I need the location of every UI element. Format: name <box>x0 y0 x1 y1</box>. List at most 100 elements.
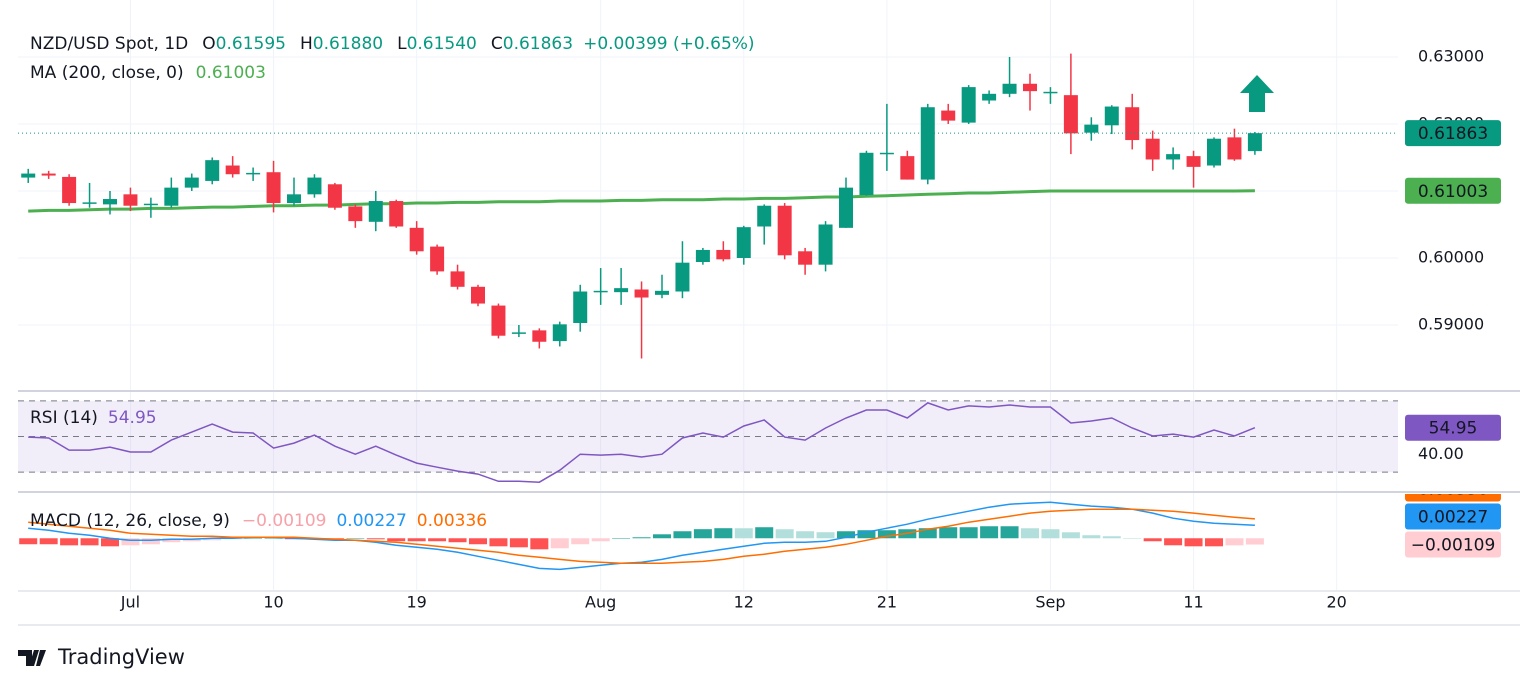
plot <box>18 53 1398 571</box>
candle-body <box>941 110 956 121</box>
ohlc-value: 0.61880 <box>313 34 383 54</box>
histogram-bar <box>80 538 99 546</box>
histogram-bar <box>489 538 508 547</box>
histogram-bar <box>1102 536 1121 539</box>
histogram-bar <box>939 527 958 539</box>
histogram-badge-bg <box>1405 531 1501 558</box>
histogram-bar <box>1164 538 1183 546</box>
histogram-bar <box>877 530 896 539</box>
macd-badge-bg <box>1405 503 1501 530</box>
histogram-bar <box>428 538 447 542</box>
ohlc-key: C <box>491 34 503 54</box>
histogram-bar <box>346 538 365 539</box>
logo-mark <box>18 650 46 666</box>
x-tick-label: Jul <box>120 593 140 612</box>
ohlc-value: 0.61595 <box>216 34 286 54</box>
brand-name: TradingView <box>57 645 185 669</box>
x-tick-label: Aug <box>585 593 616 612</box>
candle-body <box>1145 138 1160 160</box>
macd-line <box>28 501 1255 571</box>
price-change: +0.00399 (+0.65%) <box>583 34 754 54</box>
x-tick-label: Sep <box>1035 593 1065 612</box>
candle-body <box>593 290 608 293</box>
histogram-bar <box>530 538 549 550</box>
histogram-bar <box>1245 538 1264 545</box>
histogram-bar <box>244 538 263 539</box>
rsi-tick-label: 40.00 <box>1418 444 1464 463</box>
candle-body <box>266 172 281 204</box>
symbol-title: NZD/USD Spot, 1D <box>30 34 188 54</box>
histogram-bar <box>1041 529 1060 539</box>
candle-body <box>184 177 199 188</box>
candle-body <box>307 177 322 195</box>
ohlc-value: 0.61863 <box>503 34 573 54</box>
candle-body <box>164 187 179 206</box>
overlay: Jul 10 19 Aug 12 21 Sep 11 20 0.59000 0.60000 0.610… <box>30 34 1501 612</box>
x-tick-label: 10 <box>263 593 283 612</box>
rsi-value: 54.95 <box>108 408 157 428</box>
histogram-bar <box>714 528 733 539</box>
last-price-badge: 0.61863 <box>1418 124 1488 144</box>
histogram-bar <box>632 537 651 539</box>
histogram-bar <box>1225 538 1244 546</box>
ma-legend: MA (200, close, 0) 0.61003 <box>30 63 266 83</box>
candle-body <box>777 205 792 256</box>
y-tick-label: 0.63000 <box>1418 46 1484 65</box>
candle-body <box>716 249 731 260</box>
histogram-bar <box>550 538 569 549</box>
rsi-line <box>28 402 1256 483</box>
macd-value: 0.00227 <box>336 511 406 531</box>
ma-value: 0.61003 <box>196 63 266 83</box>
histogram-bar <box>693 529 712 539</box>
histogram-bar <box>509 538 528 548</box>
grid <box>18 0 1398 590</box>
signal-line <box>28 508 1255 565</box>
histogram-bar <box>796 531 815 539</box>
signal-value: 0.00336 <box>417 511 487 531</box>
x-tick-label: 21 <box>877 593 897 612</box>
candle-body <box>450 271 465 287</box>
histogram-bar <box>1123 538 1142 539</box>
histogram-bar <box>469 538 487 545</box>
candle-body <box>859 152 874 195</box>
signal-badge-bg <box>1405 494 1501 502</box>
candle-body <box>655 290 669 295</box>
rsi-legend: RSI (14) 54.95 <box>30 408 157 428</box>
candle-body <box>287 194 301 204</box>
candle-body <box>123 194 138 206</box>
candle-body <box>695 249 710 263</box>
signal-badge: 0.00336 <box>1418 480 1488 500</box>
candle-body <box>389 201 404 227</box>
histogram-bar <box>264 538 283 539</box>
symbol-legend: NZD/USD Spot, 1D O0.61595 H0.61880 L0.61540… <box>30 34 755 54</box>
candle-body <box>205 160 220 181</box>
candle-body <box>675 262 690 292</box>
candle-body <box>225 165 240 175</box>
candle-body <box>573 291 588 323</box>
ohlc-key: H <box>300 34 313 54</box>
candle-body <box>1043 91 1058 94</box>
candle-body <box>961 87 976 123</box>
histogram-value: −0.00109 <box>242 511 327 531</box>
macd-name: MACD (12, 26, close, 9) <box>30 511 230 531</box>
candle-body <box>1186 156 1201 167</box>
histogram-bar <box>980 526 999 539</box>
candle-body <box>818 224 833 265</box>
candle-body <box>532 330 547 342</box>
candle-body <box>900 156 915 180</box>
histogram-bar <box>1000 526 1019 539</box>
histogram-bar <box>775 529 794 539</box>
histogram-bar <box>1061 532 1080 539</box>
up-arrow <box>1240 75 1274 112</box>
candle-body <box>1227 137 1242 160</box>
candle-body <box>839 187 853 228</box>
histogram-bar <box>101 538 119 547</box>
moving-average <box>28 189 1255 213</box>
histogram-bar <box>816 532 835 539</box>
ma-name: MA (200, close, 0) <box>30 63 184 83</box>
candle-body <box>21 173 36 178</box>
histogram-bar <box>918 528 937 539</box>
candle-body <box>798 251 813 265</box>
x-tick-label: 11 <box>1183 593 1203 612</box>
